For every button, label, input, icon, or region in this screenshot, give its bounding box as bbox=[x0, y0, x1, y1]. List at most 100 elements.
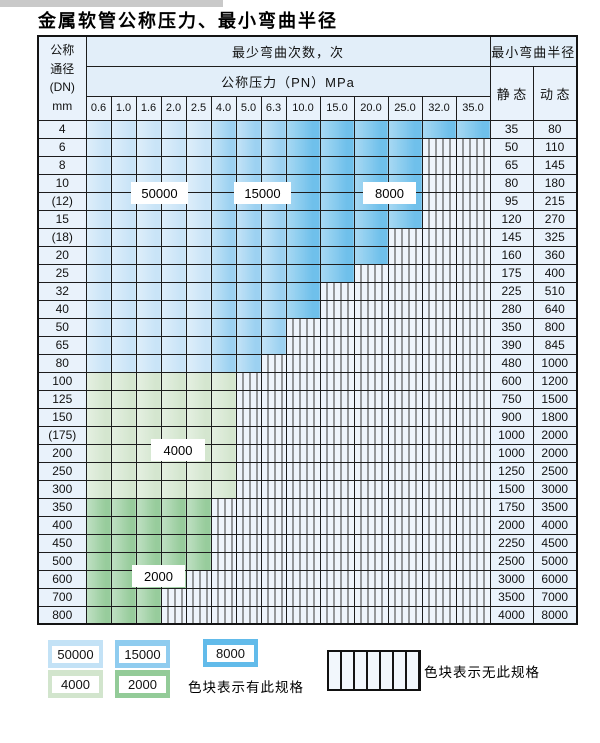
spec-available-cell bbox=[235, 137, 262, 157]
spec-available-cell bbox=[110, 155, 137, 175]
spec-unavailable-cell bbox=[260, 533, 287, 553]
spec-unavailable-cell bbox=[185, 605, 212, 625]
spec-unavailable-cell bbox=[455, 371, 491, 391]
spec-available-cell bbox=[353, 155, 389, 175]
dynamic-radius-value: 360 bbox=[532, 245, 578, 265]
spec-unavailable-cell bbox=[319, 569, 355, 589]
spec-available-cell bbox=[210, 281, 237, 301]
dynamic-radius-value: 510 bbox=[532, 281, 578, 301]
table-row: 800 4000 8000 bbox=[37, 605, 578, 625]
spec-available-cell bbox=[160, 317, 187, 337]
dynamic-radius-value: 270 bbox=[532, 209, 578, 229]
spec-unavailable-cell bbox=[387, 245, 423, 265]
spec-available-cell bbox=[319, 245, 355, 265]
spec-available-cell bbox=[135, 353, 162, 373]
spec-unavailable-cell bbox=[285, 497, 321, 517]
legend-hatch-swatch bbox=[327, 650, 421, 691]
spec-unavailable-cell bbox=[387, 605, 423, 625]
dn-value: 6 bbox=[37, 137, 87, 157]
pressure-column-header: 1.0 bbox=[110, 95, 137, 121]
static-column-header: 静 态 bbox=[489, 65, 534, 121]
spec-available-cell bbox=[110, 587, 137, 607]
table-row: 40 280 640 bbox=[37, 299, 578, 319]
spec-available-cell bbox=[160, 389, 187, 409]
zone-label-15000: 15000 bbox=[234, 182, 291, 204]
spec-available-cell bbox=[135, 605, 162, 625]
spec-available-cell bbox=[235, 335, 262, 355]
spec-available-cell bbox=[210, 461, 237, 481]
legend-swatch-label: 50000 bbox=[52, 645, 99, 663]
table-row: (175) 1000 2000 bbox=[37, 425, 578, 445]
table-row: 600 3000 6000 bbox=[37, 569, 578, 589]
spec-available-cell bbox=[160, 407, 187, 427]
static-radius-value: 50 bbox=[489, 137, 534, 157]
spec-available-cell bbox=[285, 245, 321, 265]
spec-unavailable-cell bbox=[185, 569, 212, 589]
spec-available-cell bbox=[387, 119, 423, 139]
spec-unavailable-cell bbox=[210, 497, 237, 517]
spec-available-cell bbox=[135, 119, 162, 139]
spec-available-cell bbox=[235, 227, 262, 247]
table-row: 200 1000 2000 bbox=[37, 443, 578, 463]
static-radius-value: 350 bbox=[489, 317, 534, 337]
table-row: 100 600 1200 bbox=[37, 371, 578, 391]
spec-unavailable-cell bbox=[387, 299, 423, 319]
dn-value: 800 bbox=[37, 605, 87, 625]
spec-available-cell bbox=[421, 119, 457, 139]
spec-unavailable-cell bbox=[353, 443, 389, 463]
spec-available-cell bbox=[85, 353, 112, 373]
static-radius-value: 480 bbox=[489, 353, 534, 373]
spec-unavailable-cell bbox=[260, 443, 287, 463]
spec-available-cell bbox=[160, 263, 187, 283]
static-radius-value: 1000 bbox=[489, 425, 534, 445]
spec-unavailable-cell bbox=[319, 605, 355, 625]
spec-unavailable-cell bbox=[285, 533, 321, 553]
dynamic-radius-value: 7000 bbox=[532, 587, 578, 607]
static-radius-value: 280 bbox=[489, 299, 534, 319]
spec-available-cell bbox=[235, 263, 262, 283]
spec-available-cell bbox=[210, 263, 237, 283]
spec-available-cell bbox=[110, 263, 137, 283]
table-row: 25 175 400 bbox=[37, 263, 578, 283]
dynamic-radius-value: 400 bbox=[532, 263, 578, 283]
spec-unavailable-cell bbox=[260, 461, 287, 481]
spec-available-cell bbox=[285, 137, 321, 157]
spec-unavailable-cell bbox=[235, 479, 262, 499]
static-radius-value: 120 bbox=[489, 209, 534, 229]
spec-unavailable-cell bbox=[285, 371, 321, 391]
spec-available-cell bbox=[185, 515, 212, 535]
spec-unavailable-cell bbox=[421, 155, 457, 175]
spec-available-cell bbox=[135, 317, 162, 337]
zone-label-2000: 2000 bbox=[132, 565, 185, 587]
legend-swatch-15000: 15000 bbox=[115, 640, 170, 668]
spec-unavailable-cell bbox=[260, 515, 287, 535]
spec-unavailable-cell bbox=[353, 497, 389, 517]
spec-unavailable-cell bbox=[353, 371, 389, 391]
spec-available-cell bbox=[185, 353, 212, 373]
spec-available-cell bbox=[210, 335, 237, 355]
spec-unavailable-cell bbox=[387, 281, 423, 301]
pressure-column-header: 6.3 bbox=[260, 95, 287, 121]
spec-available-cell bbox=[110, 209, 137, 229]
spec-available-cell bbox=[135, 245, 162, 265]
spec-available-cell bbox=[353, 209, 389, 229]
spec-unavailable-cell bbox=[353, 461, 389, 481]
spec-available-cell bbox=[210, 299, 237, 319]
spec-unavailable-cell bbox=[387, 317, 423, 337]
spec-available-cell bbox=[319, 209, 355, 229]
spec-unavailable-cell bbox=[235, 389, 262, 409]
pressure-column-header: 1.6 bbox=[135, 95, 162, 121]
spec-unavailable-cell bbox=[319, 335, 355, 355]
spec-available-cell bbox=[135, 497, 162, 517]
spec-unavailable-cell bbox=[421, 479, 457, 499]
spec-available-cell bbox=[319, 137, 355, 157]
static-radius-value: 1750 bbox=[489, 497, 534, 517]
dn-value: 350 bbox=[37, 497, 87, 517]
spec-unavailable-cell bbox=[285, 461, 321, 481]
spec-available-cell bbox=[135, 533, 162, 553]
spec-available-cell bbox=[285, 299, 321, 319]
spec-available-cell bbox=[110, 299, 137, 319]
dynamic-radius-value: 3000 bbox=[532, 479, 578, 499]
spec-unavailable-cell bbox=[285, 389, 321, 409]
spec-unavailable-cell bbox=[455, 407, 491, 427]
